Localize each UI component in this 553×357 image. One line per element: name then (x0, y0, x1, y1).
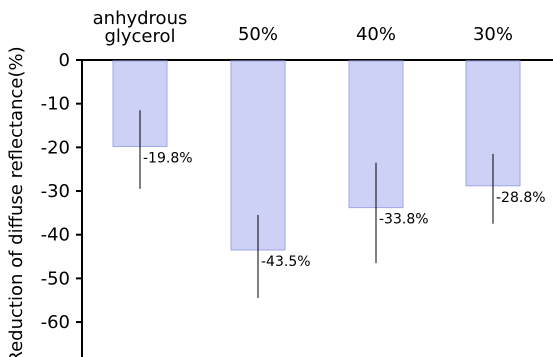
data-label: -19.8% (143, 150, 193, 166)
y-tick-label: -10 (41, 94, 70, 115)
data-labels: -19.8% -43.5% -33.8% -28.8% (143, 150, 546, 270)
y-tick-label: -60 (41, 312, 70, 333)
y-axis-title: Reduction of diffuse reflectance(%) (6, 46, 27, 357)
category-label: glycerol (104, 26, 175, 47)
error-bars (139, 110, 494, 299)
data-label: -43.5% (261, 254, 311, 270)
y-tick-label: -20 (41, 137, 70, 158)
y-axis-title-group: Reduction of diffuse reflectance(%) (6, 46, 27, 357)
category-label: 50% (238, 24, 278, 45)
category-label: anhydrous (93, 8, 188, 29)
y-tick-label: -50 (41, 268, 70, 289)
y-tick-label: -30 (41, 181, 70, 202)
y-tick-label: 0 (59, 50, 70, 71)
bars (112, 60, 521, 251)
data-label: -28.8% (496, 190, 546, 206)
y-axis: 0 -10 -20 -30 -40 -50 -60 (41, 50, 83, 357)
y-tick-label: -40 (41, 225, 70, 246)
category-label: 30% (473, 24, 513, 45)
category-label: 40% (356, 24, 396, 45)
data-label: -33.8% (379, 212, 429, 228)
